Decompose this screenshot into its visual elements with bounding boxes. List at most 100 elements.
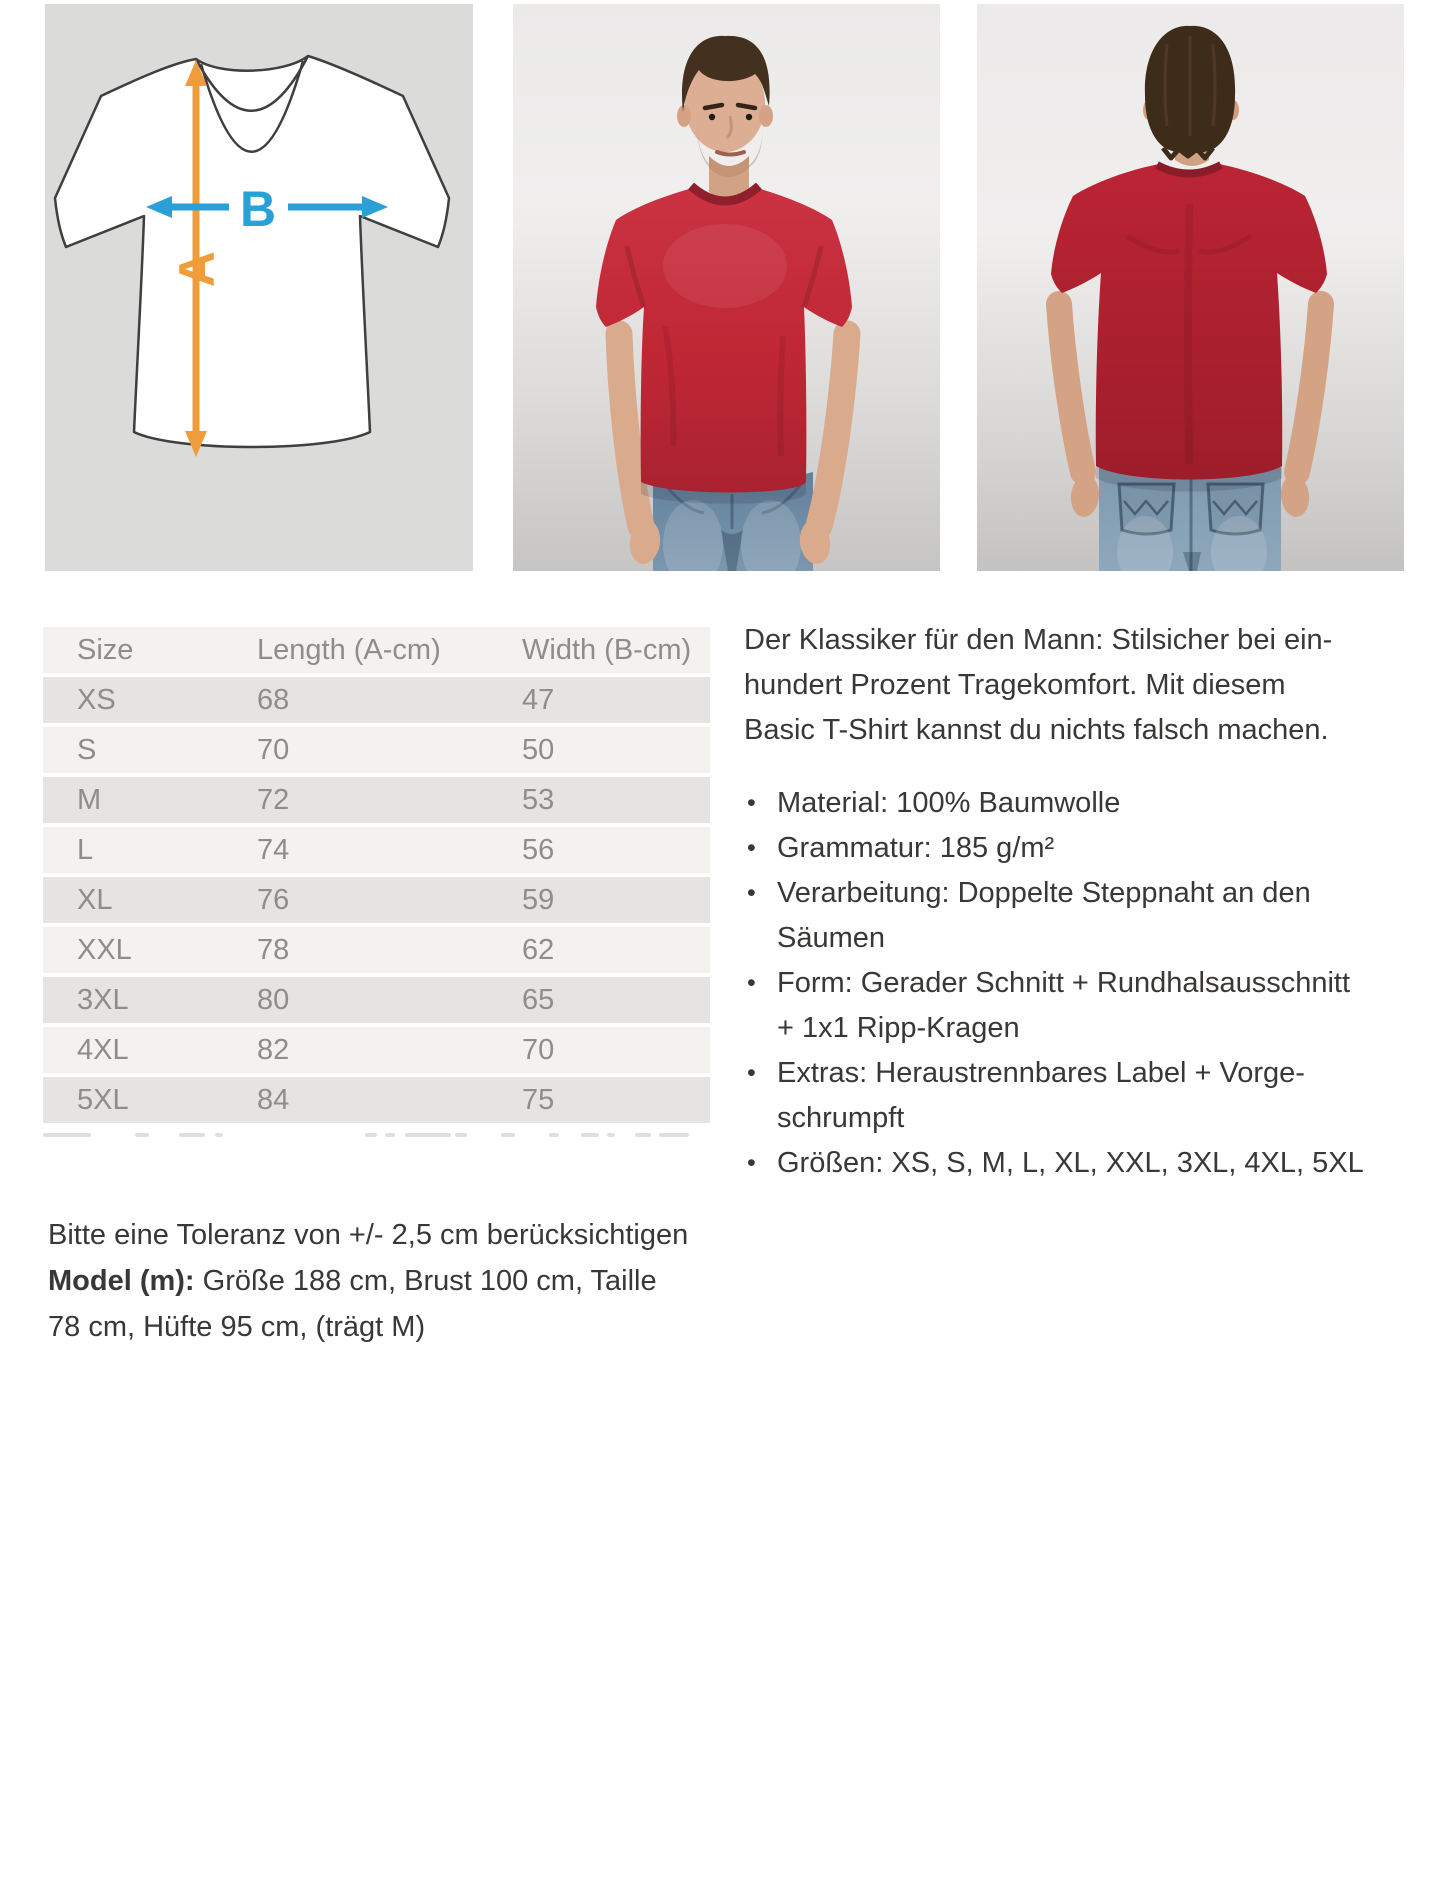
collar-band-back [1155,161,1223,178]
eyebrows [702,102,758,111]
model-front-illustration [513,4,940,571]
pocket-w-stitch [1123,499,1169,516]
collar-band-line [194,55,310,112]
column-header-width: Width (B-cm) [522,633,692,666]
collar-band [688,182,762,206]
jeans-wash-highlight [741,500,801,571]
left-arm [1046,291,1096,485]
bullet-line: Extras: Heraustrennbares Label + Vorge- [777,1057,1305,1089]
bullet-icon: • [747,1059,756,1087]
bullet-line: Säumen [777,922,886,954]
label-b: B [240,181,276,237]
bullet-icon: • [747,879,756,907]
size-cell: XXL [77,933,132,966]
jeans [653,472,813,571]
jeans-wash-highlight [1117,516,1173,571]
bullet-line: Größen: XS, S, M, L, XL, XXL, 3XL, 4XL, … [777,1147,1364,1179]
model-label: Model (m): [48,1265,195,1297]
width-arrow-b: B [146,181,388,237]
bullet-line: Verarbeitung: Doppelte Steppnaht an den [777,877,1311,909]
label-a: A [169,251,225,287]
model-info-text: Größe 188 cm, Brust 100 cm, Taille [194,1265,657,1297]
size-diagram-image[interactable]: A B [45,4,473,571]
model-info-line: Model (m): Größe 188 cm, Brust 100 cm, T… [48,1258,708,1304]
length-cell: 68 [257,683,290,716]
tshirt-front [596,188,852,493]
description-line: Der Klassiker für den Mann: Stilsicher b… [744,624,1333,656]
width-cell: 70 [522,1033,555,1066]
size-cell: 3XL [77,983,129,1016]
jeans-crotch-shadow [721,530,743,571]
width-cell: 56 [522,833,555,866]
left-hand [629,520,661,564]
bullet-icon: • [747,834,756,862]
length-cell: 78 [257,933,290,966]
list-item: • Grammatur: 185 g/m² [744,826,1364,871]
table-row: 3XL 80 65 [43,977,710,1023]
model-front-photo[interactable] [513,4,940,571]
sleeve-crease [624,245,824,308]
face [685,56,765,152]
bullet-icon: • [747,789,756,817]
table-remnant [43,1131,713,1139]
hair-nape-edge [1161,146,1215,161]
left-arm [605,320,655,540]
right-hand [1280,475,1310,517]
table-row: XL 76 59 [43,877,710,923]
bullet-icon: • [747,969,756,997]
right-arm [1284,291,1334,485]
neck-opening-line [199,60,305,153]
width-cell: 62 [522,933,555,966]
bullet-line: Grammatur: 185 g/m² [777,832,1055,864]
size-cell: L [77,833,94,866]
size-table: Size Length (A-cm) Width (B-cm) XS 68 47… [43,623,710,1127]
jeans-wash-highlight [663,500,723,571]
right-hand [799,520,831,564]
eye [708,113,716,121]
width-cell: 75 [522,1083,555,1116]
list-item: • Form: Gerader Schnitt + Rundhalsaussch… [744,961,1364,1051]
arrow-b-head-right [362,196,388,218]
length-cell: 82 [257,1033,290,1066]
width-cell: 65 [522,983,555,1016]
size-cell: M [77,783,102,816]
shoulder-fold [1125,233,1253,255]
width-cell: 53 [522,783,555,816]
hem-shadow [1096,466,1282,492]
table-row: L 74 56 [43,827,710,873]
arrow-a-head-bottom [185,431,207,457]
model-back-illustration [977,4,1404,571]
list-item: • Extras: Heraustrennbares Label + Vorge… [744,1051,1364,1141]
length-cell: 76 [257,883,290,916]
jeans-wash-highlight [1211,516,1267,571]
bullet-line: + 1x1 Ripp-Kragen [777,1012,1020,1044]
size-cell: XL [77,883,113,916]
table-row: XXL 78 62 [43,927,710,973]
model-back-photo[interactable] [977,4,1404,571]
bullet-icon: • [747,1149,756,1177]
tshirt-back [1051,164,1327,480]
arrow-b-head-left [146,196,172,218]
pocket-w-stitch [1212,499,1258,516]
list-item: • Material: 100% Baumwolle [744,781,1364,826]
size-cell: 5XL [77,1083,129,1116]
length-cell: 84 [257,1083,290,1116]
column-header-length: Length (A-cm) [257,633,441,666]
back-pocket [1206,482,1265,536]
back-center-crease [1184,203,1193,465]
size-cell: 4XL [77,1033,129,1066]
hem-shadow [641,482,806,504]
description-line: hundert Prozent Tragekomfort. Mit diesem [744,669,1286,701]
table-header-row: Size Length (A-cm) Width (B-cm) [43,627,710,673]
arrow-a-head-top [185,60,207,86]
width-cell: 59 [522,883,555,916]
shirt-fold [662,325,786,457]
neck-shadow [709,156,749,177]
length-cell: 70 [257,733,290,766]
eye [745,113,753,121]
hair-strands [1163,36,1217,136]
jeans-crotch-shadow [1183,552,1201,571]
table-row: M 72 53 [43,777,710,823]
right-arm [805,320,861,540]
